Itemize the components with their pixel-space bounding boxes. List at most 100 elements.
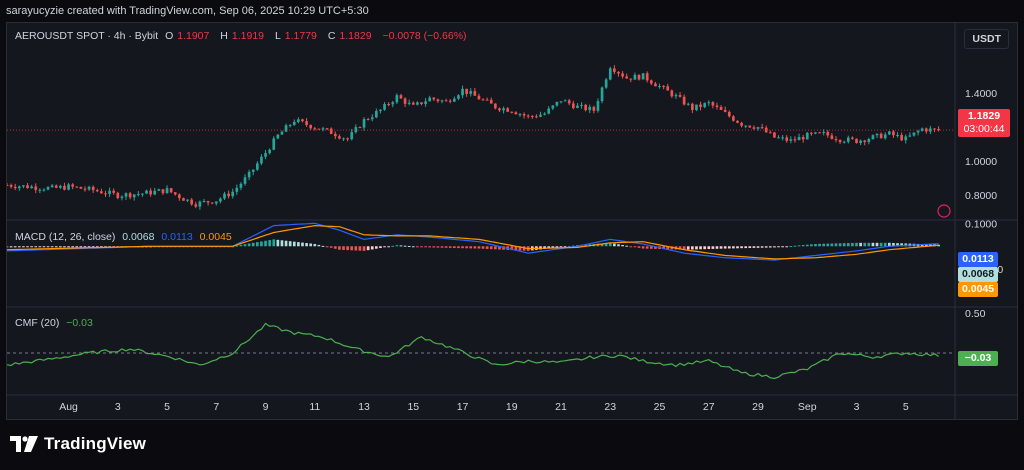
tradingview-brand[interactable]: TradingView xyxy=(10,434,146,454)
macd-histogram-bar xyxy=(338,246,341,250)
candle-body xyxy=(428,97,432,102)
macd-histogram-bar xyxy=(572,245,575,247)
candle-body xyxy=(617,71,620,74)
candle-body xyxy=(481,99,485,101)
macd-histogram-bar xyxy=(867,242,871,247)
candle-body xyxy=(190,199,194,205)
candle-body xyxy=(797,137,801,141)
macd-histogram-bar xyxy=(395,245,399,247)
candle-body xyxy=(182,198,185,201)
candle-body xyxy=(567,100,571,104)
macd-histogram-bar xyxy=(604,243,608,247)
candle-body xyxy=(900,134,903,141)
time-tick-label: 11 xyxy=(309,401,320,413)
candle-body xyxy=(210,202,214,204)
macd-histogram-bar xyxy=(789,246,793,248)
candle-body xyxy=(411,102,415,105)
candle-body xyxy=(13,186,17,189)
macd-histogram-bar xyxy=(719,246,723,249)
candle-body xyxy=(888,131,891,135)
candle-body xyxy=(186,199,189,201)
candle-body xyxy=(600,87,604,102)
attribution-text: sarayucyzie created with TradingView.com… xyxy=(0,0,1024,22)
candle-body xyxy=(530,115,534,117)
macd-histogram-bar xyxy=(22,246,25,248)
time-tick-label: 17 xyxy=(457,401,469,413)
candle-body xyxy=(678,95,682,97)
price-tick-label: 1.4000 xyxy=(965,88,997,100)
candle-body xyxy=(59,185,62,188)
candle-body xyxy=(34,186,38,190)
candle-body xyxy=(498,108,501,111)
candle-body xyxy=(342,138,345,140)
macd-histogram-bar xyxy=(625,245,629,247)
macd-histogram-bar xyxy=(781,246,784,248)
macd-histogram-bar xyxy=(768,246,772,248)
macd-histogram-bar xyxy=(46,246,50,248)
candle-body xyxy=(682,96,686,105)
high-value: 1.1919 xyxy=(231,30,265,42)
macd-histogram-bar xyxy=(711,246,715,249)
symbol-label[interactable]: AEROUSDT SPOT · 4h · Bybit xyxy=(15,30,159,42)
macd-histogram-bar xyxy=(896,243,899,247)
macd-histogram-bar xyxy=(284,240,288,247)
macd-histogram-bar xyxy=(34,246,38,248)
candle-body xyxy=(608,68,612,80)
time-tick-label: 5 xyxy=(903,401,909,413)
candle-body xyxy=(432,97,436,100)
candle-body xyxy=(202,201,206,203)
macd-histogram-bar xyxy=(342,246,345,250)
macd-histogram-bar xyxy=(313,243,317,247)
macd-hist-badge: 0.0068 xyxy=(958,267,998,282)
macd-histogram-bar xyxy=(929,244,932,247)
candle-body xyxy=(867,139,871,143)
macd-histogram-bar xyxy=(428,246,432,248)
macd-histogram-bar xyxy=(469,246,473,249)
candle-body xyxy=(268,149,271,154)
candle-body xyxy=(112,190,116,193)
candle-body xyxy=(645,73,649,81)
candle-body xyxy=(810,132,813,134)
macd-histogram-bar xyxy=(838,243,842,247)
macd-histogram-bar xyxy=(30,246,33,248)
candle-body xyxy=(100,191,103,194)
macd-histogram-bar xyxy=(444,246,448,248)
macd-histogram-bar xyxy=(440,246,444,248)
candle-body xyxy=(699,104,702,108)
chart-canvas[interactable]: 1.40001.00000.80000.1000−0.10000.50Aug35… xyxy=(7,23,1017,419)
cmf-label[interactable]: CMF (20) xyxy=(15,317,60,329)
candle-body xyxy=(822,131,826,133)
candle-body xyxy=(760,127,764,129)
macd-histogram-bar xyxy=(79,246,83,248)
candle-body xyxy=(276,134,280,139)
macd-histogram-bar xyxy=(666,246,670,250)
candle-body xyxy=(387,104,390,106)
price-badge-price: 1.1829 xyxy=(967,110,1001,122)
macd-histogram-bar xyxy=(682,246,686,250)
time-tick-label: 21 xyxy=(555,401,567,413)
candle-body xyxy=(711,102,715,106)
macd-histogram-bar xyxy=(637,246,641,248)
candle-body xyxy=(358,127,362,129)
macd-histogram-bar xyxy=(522,246,526,251)
macd-histogram-bar xyxy=(260,241,263,247)
chart-area[interactable]: 1.40001.00000.80000.1000−0.10000.50Aug35… xyxy=(6,22,1018,420)
currency-button[interactable]: USDT xyxy=(964,29,1009,49)
macd-label[interactable]: MACD (12, 26, close) xyxy=(15,231,116,243)
macd-histogram-bar xyxy=(888,242,891,247)
cmf-tick-label: 0.50 xyxy=(965,308,986,320)
macd-histogram-bar xyxy=(855,242,858,247)
candle-body xyxy=(465,88,468,94)
macd-histogram-bar xyxy=(321,245,325,247)
candle-body xyxy=(789,139,793,141)
candle-body xyxy=(855,138,858,144)
macd-line-badge: 0.0113 xyxy=(958,252,998,267)
candle-body xyxy=(63,185,66,190)
macd-histogram-bar xyxy=(391,245,395,247)
candle-body xyxy=(510,111,514,113)
macd-signal-value: 0.0045 xyxy=(199,231,232,243)
candle-body xyxy=(686,103,690,105)
macd-histogram-bar xyxy=(826,243,830,247)
macd-histogram-bar xyxy=(448,246,452,248)
time-tick-label: 27 xyxy=(703,401,715,413)
